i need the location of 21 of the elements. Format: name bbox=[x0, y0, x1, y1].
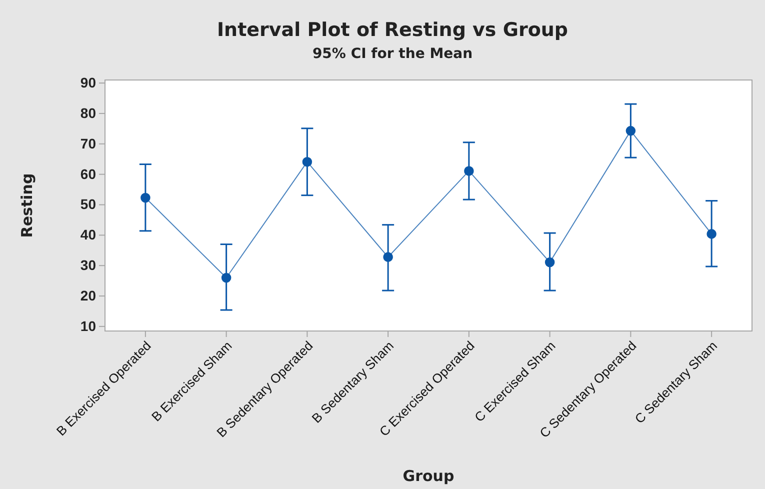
y-axis-title: Resting bbox=[18, 173, 36, 238]
x-axis-title: Group bbox=[402, 467, 454, 485]
point bbox=[464, 166, 474, 176]
y-tick-label: 60 bbox=[80, 166, 96, 182]
chart-title: Interval Plot of Resting vs Group bbox=[216, 19, 568, 41]
point bbox=[383, 252, 393, 262]
y-tick-label: 40 bbox=[80, 226, 96, 243]
y-tick-label: 70 bbox=[80, 135, 96, 152]
y-tick-label: 20 bbox=[80, 287, 96, 304]
point bbox=[302, 156, 312, 167]
y-tick-label: 10 bbox=[80, 318, 96, 334]
point bbox=[544, 257, 555, 268]
y-tick-label: 80 bbox=[80, 104, 96, 121]
point bbox=[626, 126, 636, 136]
chart-subtitle: 95% CI for the Mean bbox=[312, 46, 473, 62]
y-tick-label: 30 bbox=[80, 257, 96, 274]
y-tick-label: 50 bbox=[80, 196, 96, 212]
point bbox=[221, 272, 232, 283]
point bbox=[706, 229, 716, 239]
point bbox=[140, 192, 150, 203]
y-tick-label: 90 bbox=[80, 74, 96, 91]
